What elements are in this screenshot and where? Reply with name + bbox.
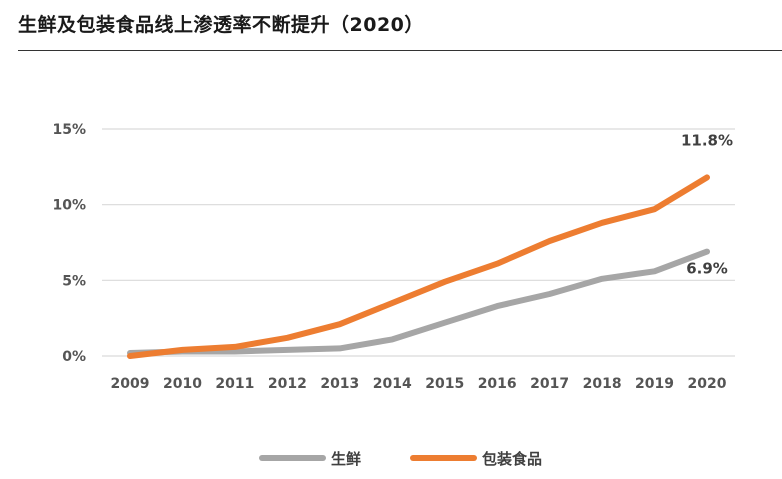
chart-title: 生鲜及包装食品线上渗透率不断提升（2020） (18, 14, 424, 36)
y-tick-label: 5% (62, 273, 86, 289)
y-tick-label: 10% (52, 198, 86, 214)
x-tick-label: 2012 (268, 376, 307, 392)
y-axis-ticks: 0% 5% 10% 15% (52, 122, 86, 365)
data-labels: 6.9% 11.8% (681, 131, 733, 277)
x-tick-label: 2018 (583, 376, 622, 392)
legend: 生鲜 包装食品 (259, 450, 542, 468)
data-label-0: 6.9% (686, 260, 728, 278)
legend-label-1: 包装食品 (482, 450, 542, 468)
legend-label-0: 生鲜 (331, 450, 361, 468)
x-tick-label: 2009 (111, 376, 150, 392)
series-line-1 (127, 174, 710, 359)
series-line-0 (127, 248, 710, 356)
gridlines (102, 128, 735, 357)
series-lines (127, 174, 710, 359)
x-tick-label: 2010 (163, 376, 202, 392)
y-tick-label: 15% (52, 122, 86, 138)
x-tick-label: 2019 (635, 376, 674, 392)
x-tick-label: 2011 (215, 376, 254, 392)
y-tick-label: 0% (62, 349, 86, 365)
data-label-1: 11.8% (681, 131, 733, 149)
x-axis-ticks: 2009 2010 2011 2012 2013 2014 2015 2016 2017 2018… (111, 376, 727, 392)
x-tick-label: 2015 (425, 376, 464, 392)
x-tick-label: 2020 (688, 376, 727, 392)
x-tick-label: 2016 (478, 376, 517, 392)
title-underline (18, 50, 782, 51)
x-tick-label: 2017 (530, 376, 569, 392)
x-tick-label: 2013 (320, 376, 359, 392)
x-tick-label: 2014 (373, 376, 412, 392)
